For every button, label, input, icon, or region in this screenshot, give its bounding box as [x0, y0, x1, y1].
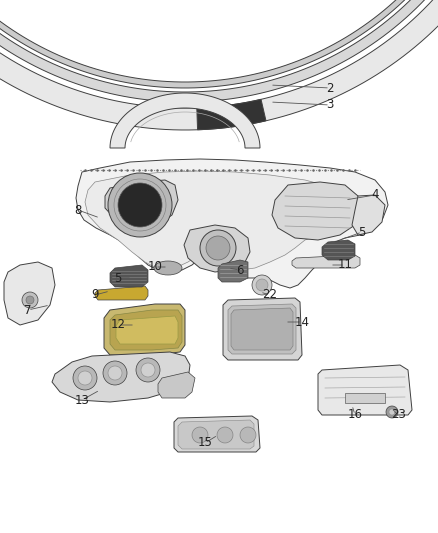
Circle shape: [118, 183, 162, 227]
Text: 7: 7: [24, 303, 32, 317]
Circle shape: [108, 366, 122, 380]
Polygon shape: [116, 316, 178, 344]
Text: 5: 5: [114, 271, 122, 285]
Polygon shape: [110, 93, 260, 148]
Polygon shape: [110, 310, 182, 350]
Polygon shape: [110, 265, 148, 287]
Text: 12: 12: [110, 319, 126, 332]
Circle shape: [252, 275, 272, 295]
Text: 11: 11: [338, 259, 353, 271]
Circle shape: [103, 361, 127, 385]
Text: 3: 3: [326, 99, 334, 111]
Polygon shape: [0, 0, 438, 88]
Text: 16: 16: [347, 408, 363, 422]
Circle shape: [141, 363, 155, 377]
Circle shape: [108, 173, 172, 237]
Text: 15: 15: [198, 437, 212, 449]
Bar: [345, 393, 385, 403]
Polygon shape: [105, 180, 178, 228]
Circle shape: [136, 358, 160, 382]
Polygon shape: [318, 365, 412, 415]
Circle shape: [256, 279, 268, 291]
Polygon shape: [104, 304, 185, 355]
Polygon shape: [228, 304, 296, 354]
Polygon shape: [322, 240, 355, 260]
Text: 8: 8: [74, 204, 82, 216]
Polygon shape: [4, 262, 55, 325]
Text: 9: 9: [91, 288, 99, 302]
Polygon shape: [197, 99, 266, 130]
Polygon shape: [0, 0, 438, 130]
Text: 23: 23: [392, 408, 406, 422]
Circle shape: [217, 427, 233, 443]
Text: 13: 13: [74, 393, 89, 407]
Polygon shape: [184, 225, 250, 272]
Circle shape: [78, 371, 92, 385]
Ellipse shape: [154, 261, 182, 275]
Polygon shape: [52, 352, 190, 402]
Circle shape: [240, 427, 256, 443]
Polygon shape: [95, 286, 148, 300]
Polygon shape: [231, 308, 293, 350]
Polygon shape: [174, 416, 260, 452]
Text: 6: 6: [236, 263, 244, 277]
Polygon shape: [0, 0, 438, 102]
Circle shape: [200, 230, 236, 266]
Circle shape: [192, 427, 208, 443]
Polygon shape: [158, 372, 195, 398]
Text: 2: 2: [326, 82, 334, 94]
Polygon shape: [352, 195, 385, 235]
Polygon shape: [76, 159, 388, 288]
Text: 4: 4: [371, 189, 379, 201]
Circle shape: [206, 236, 230, 260]
Circle shape: [73, 366, 97, 390]
Polygon shape: [85, 171, 362, 270]
Text: 10: 10: [148, 261, 162, 273]
Polygon shape: [292, 255, 360, 268]
Circle shape: [386, 406, 398, 418]
Circle shape: [389, 409, 395, 415]
Polygon shape: [218, 260, 248, 282]
Text: 22: 22: [262, 288, 278, 302]
Polygon shape: [272, 182, 362, 240]
Text: 5: 5: [358, 225, 366, 238]
Polygon shape: [178, 420, 254, 449]
Circle shape: [26, 296, 34, 304]
Polygon shape: [223, 298, 302, 360]
Text: 14: 14: [294, 316, 310, 328]
Circle shape: [22, 292, 38, 308]
